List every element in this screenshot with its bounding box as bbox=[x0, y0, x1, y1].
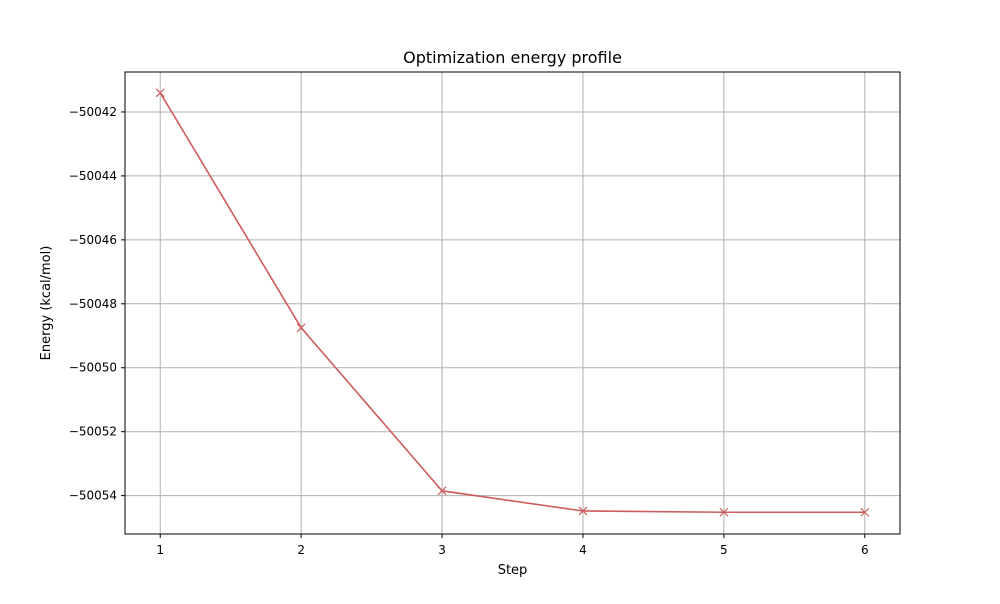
x-tick-label: 6 bbox=[861, 543, 869, 557]
marker-stroke bbox=[860, 507, 870, 517]
marker-stroke bbox=[155, 88, 165, 98]
y-tick-label: −50042 bbox=[69, 105, 117, 119]
data-point-marker bbox=[437, 486, 447, 496]
plot-frame bbox=[124, 71, 901, 535]
y-tick-label: −50048 bbox=[69, 297, 117, 311]
data-point-marker bbox=[719, 507, 729, 517]
data-point-marker bbox=[578, 506, 588, 516]
x-tick-label: 1 bbox=[156, 543, 164, 557]
x-axis-label: Step bbox=[498, 563, 528, 578]
marker-stroke bbox=[296, 323, 306, 333]
marker-stroke bbox=[719, 507, 729, 517]
marker-stroke bbox=[437, 486, 447, 496]
data-point-marker bbox=[860, 507, 870, 517]
series-layer bbox=[155, 88, 870, 517]
grid-layer bbox=[125, 72, 900, 534]
y-tick-label: −50054 bbox=[69, 489, 117, 503]
data-point-marker bbox=[155, 88, 165, 98]
y-tick-label: −50050 bbox=[69, 361, 117, 375]
series-line bbox=[159, 92, 865, 514]
marker-stroke bbox=[578, 506, 588, 516]
tick-layer: 1 2 3 4 5 6 −50054 −50052 −50050 −50048 −50046 −500… bbox=[69, 105, 869, 557]
data-point-marker bbox=[296, 323, 306, 333]
y-tick-label: −50044 bbox=[69, 169, 117, 183]
x-tick-label: 3 bbox=[438, 543, 446, 557]
chart-title: Optimization energy profile bbox=[403, 48, 622, 67]
x-tick-label: 5 bbox=[720, 543, 728, 557]
y-tick-label: −50046 bbox=[69, 233, 117, 247]
x-tick-label: 4 bbox=[579, 543, 587, 557]
y-tick-label: −50052 bbox=[69, 425, 117, 439]
y-axis-label: Energy (kcal/mol) bbox=[39, 246, 54, 361]
x-tick-label: 2 bbox=[297, 543, 305, 557]
